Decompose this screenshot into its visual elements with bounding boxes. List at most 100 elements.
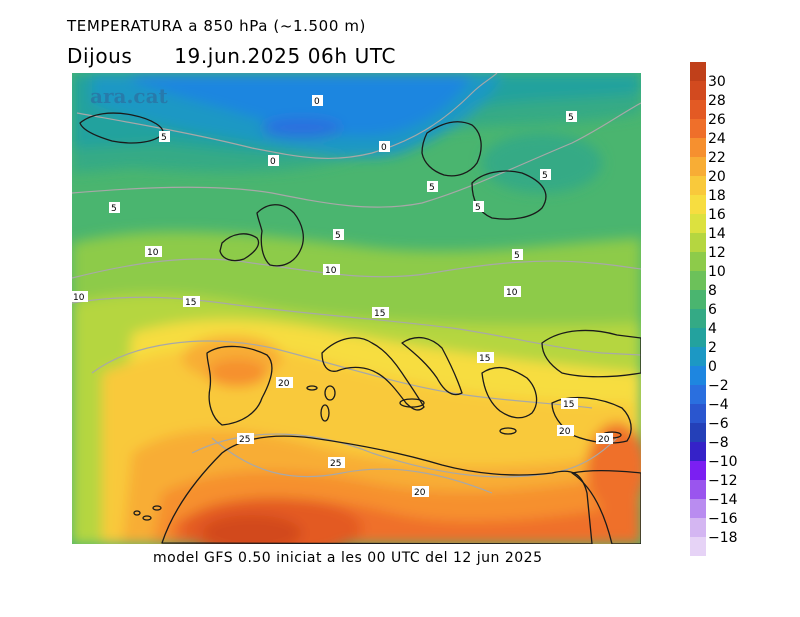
isotherm-label: 15: [479, 354, 490, 364]
isotherm-label: 25: [330, 459, 341, 469]
isotherm-label: 0: [314, 97, 320, 107]
isotherm-label: 5: [475, 203, 481, 213]
legend-swatch: [690, 271, 706, 290]
legend-swatch: [690, 252, 706, 271]
legend-swatch: [690, 81, 706, 100]
map-day: Dijous: [67, 44, 133, 68]
isotherm-label-bg: [237, 433, 254, 444]
isotherm-label: 10: [73, 293, 85, 303]
isotherm-label-bg: [145, 246, 162, 257]
legend-swatch: [690, 157, 706, 176]
isotherm-label-bg: [159, 131, 170, 142]
legend-label: 22: [708, 150, 726, 166]
map-datetime: Dijous 19.jun.2025 06h UTC: [67, 44, 396, 68]
isotherm-label: 5: [542, 171, 548, 181]
legend-label: 8: [708, 283, 717, 299]
isotherm-label-bg: [566, 111, 577, 122]
legend-swatch: [690, 309, 706, 328]
isotherm-label-bg: [109, 202, 120, 213]
legend-label: 10: [708, 264, 726, 280]
isotherm-label-bg: [379, 141, 390, 152]
legend-label: 18: [708, 188, 726, 204]
legend-label: −6: [708, 416, 729, 432]
isotherm-label: 10: [506, 288, 518, 298]
legend-label: 0: [708, 359, 717, 375]
isotherm-label-bg: [512, 249, 523, 260]
map-title: TEMPERATURA a 850 hPa (~1.500 m): [67, 17, 366, 35]
legend-label: 2: [708, 340, 717, 356]
legend-swatch: [690, 423, 706, 442]
isotherm-label: 20: [278, 379, 290, 389]
legend-swatch: [690, 290, 706, 309]
isotherm-label: 5: [429, 183, 435, 193]
color-legend: 302826242220181614121086420−2−4−6−8−10−1…: [690, 62, 738, 556]
legend-label: 24: [708, 131, 726, 147]
isotherm-label-bg: [268, 155, 279, 166]
isotherm-label: 20: [598, 435, 610, 445]
legend-swatch: [690, 366, 706, 385]
legend-label: −8: [708, 435, 729, 451]
legend-label: 6: [708, 302, 717, 318]
legend-label: 12: [708, 245, 726, 261]
legend-swatch: [690, 119, 706, 138]
legend-swatch: [690, 385, 706, 404]
legend-label: 14: [708, 226, 726, 242]
legend-label: −10: [708, 454, 738, 470]
isotherm-label-bg: [183, 296, 200, 307]
land-masses: [79, 112, 641, 544]
model-info: model GFS 0.50 iniciat a les 00 UTC del …: [153, 550, 543, 566]
isotherm-label: 0: [270, 157, 276, 167]
isotherm-label: 15: [185, 298, 196, 308]
isotherm-label: 25: [239, 435, 250, 445]
isotherm-label: 5: [111, 204, 117, 214]
legend-swatch: [690, 328, 706, 347]
isotherm-label: 0: [381, 143, 387, 153]
legend-swatch: [690, 214, 706, 233]
isotherm-label-bg: [596, 433, 613, 444]
legend-swatch: [690, 347, 706, 366]
legend-label: 20: [708, 169, 726, 185]
legend-swatch: [690, 480, 706, 499]
isotherm-label-bg: [504, 286, 521, 297]
isotherm-label: 5: [568, 113, 574, 123]
isotherm-label-bg: [323, 264, 340, 275]
isotherm-label-bg: [328, 457, 345, 468]
map-date: 19.jun.2025 06h UTC: [174, 44, 397, 68]
temperature-field: [72, 73, 641, 544]
legend-label: −4: [708, 397, 729, 413]
isotherm-label: 5: [161, 133, 167, 143]
isotherm-label-bg: [312, 95, 323, 106]
isotherm-label-bg: [333, 229, 344, 240]
legend-swatch: [690, 442, 706, 461]
legend-swatch: [690, 195, 706, 214]
legend-swatch: [690, 518, 706, 537]
isotherm-label: 10: [325, 266, 337, 276]
legend-label: −16: [708, 511, 738, 527]
legend-label: −18: [708, 530, 738, 546]
isotherm-labels: 0 0 0 5 5 5 5 5 5 5 5 10 10 10 10 15 15 15 15 20 20 20 20 25 25: [72, 95, 613, 498]
legend-swatch: [690, 499, 706, 518]
legend-label: 26: [708, 112, 726, 128]
legend-swatch: [690, 62, 706, 81]
legend-label: −14: [708, 492, 738, 508]
legend-label: 28: [708, 93, 726, 109]
temperature-map: ara.cat 0 0 0 5 5 5 5 5 5 5 5 10 10 10 10 15 15 15 15 20 20 2…: [72, 73, 641, 544]
isotherm-label: 5: [514, 251, 520, 261]
legend-label: 4: [708, 321, 717, 337]
isotherm-label: 15: [374, 309, 385, 319]
isotherm-label-bg: [540, 169, 551, 180]
isotherm-lines: [72, 73, 641, 494]
legend-swatch: [690, 537, 706, 556]
isotherm-label-bg: [412, 486, 429, 497]
watermark-logo: ara.cat: [90, 84, 169, 108]
isotherm-label-bg: [561, 398, 578, 409]
legend-swatch: [690, 100, 706, 119]
legend-label: 16: [708, 207, 726, 223]
isotherm-label: 5: [335, 231, 341, 241]
legend-label: −2: [708, 378, 729, 394]
isotherm-label: 10: [147, 248, 159, 258]
legend-swatch: [690, 233, 706, 252]
isotherm-label-bg: [372, 307, 389, 318]
isotherm-label-bg: [276, 377, 293, 388]
isotherm-label-bg: [473, 201, 484, 212]
